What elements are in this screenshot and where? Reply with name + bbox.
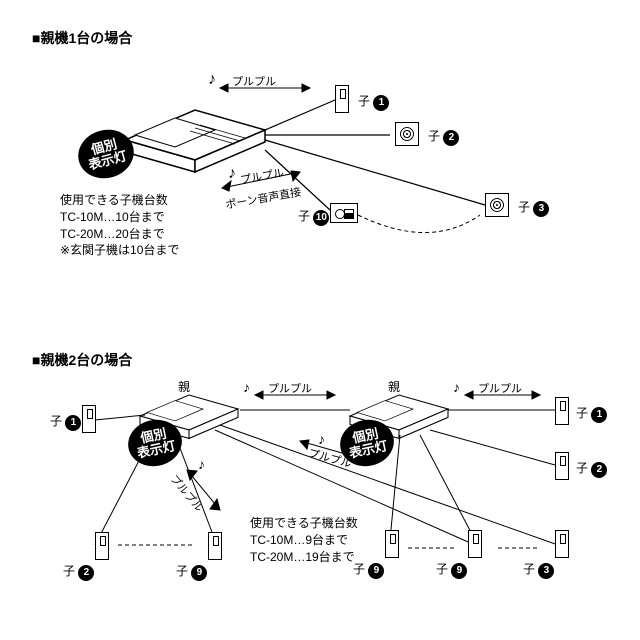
child-2-r9b — [385, 530, 399, 558]
child-unit-1-1 — [335, 85, 349, 113]
child-label-2l2: 子 2 — [63, 562, 94, 581]
child-2-l9 — [208, 532, 222, 560]
child-label-1-10: 子 10 — [298, 207, 329, 226]
badge: 1 — [591, 407, 607, 423]
info-text-1: 使用できる子機台数 TC-10M…10台まで TC-20M…20台まで ※玄関子… — [60, 192, 179, 259]
sound-label-1c: ポーン音声直接 — [224, 183, 302, 212]
badge-3: 3 — [533, 201, 549, 217]
child-2-r9a — [468, 530, 482, 558]
child-2-r3 — [555, 530, 569, 558]
child-2-r2 — [555, 452, 569, 480]
sound-2d: プルプル — [167, 471, 208, 515]
badge-2: 2 — [443, 130, 459, 146]
svg-text:♪: ♪ — [453, 379, 460, 395]
badge: 1 — [65, 415, 81, 431]
badge: 3 — [538, 563, 554, 579]
sound-label-1b: プルプル — [239, 164, 285, 187]
sound-2b: プルプル — [478, 380, 522, 396]
child-label-2r9a: 子 9 — [436, 560, 467, 579]
badge-10: 10 — [313, 210, 329, 226]
child-2-l2 — [95, 532, 109, 560]
child-2-l1 — [82, 405, 96, 433]
child-unit-1-2 — [395, 122, 419, 146]
svg-text:♪: ♪ — [228, 165, 236, 182]
child-label-1-2: 子 2 — [428, 127, 459, 146]
badge: 9 — [191, 565, 207, 581]
child-label-1-1: 子 1 — [358, 92, 389, 111]
badge: 2 — [591, 462, 607, 478]
sound-label-1a: プルプル — [232, 73, 276, 89]
child-label-2r3: 子 3 — [523, 560, 554, 579]
child-2-r1 — [555, 397, 569, 425]
indicator-oval-2a: 個別 表示灯 — [124, 415, 186, 471]
sound-2a: プルプル — [268, 380, 312, 396]
badge-1: 1 — [373, 95, 389, 111]
svg-text:♪: ♪ — [208, 71, 216, 88]
svg-text:♪: ♪ — [243, 379, 250, 395]
child-unit-1-10 — [330, 203, 358, 223]
badge: 9 — [368, 563, 384, 579]
svg-text:♪: ♪ — [198, 456, 205, 472]
parent-label-1: 親 — [178, 378, 190, 395]
indicator-oval-1: 個別 表示灯 — [73, 124, 140, 185]
section1-title: ■親機1台の場合 — [32, 28, 132, 48]
info-text-2: 使用できる子機台数 TC-10M…9台まで TC-20M…19台まで — [250, 515, 358, 565]
child-label-2r1: 子 1 — [576, 404, 607, 423]
badge: 9 — [451, 563, 467, 579]
child-label-2l1: 子 1 — [50, 412, 81, 431]
child-label-2r2: 子 2 — [576, 459, 607, 478]
child-label-2l9: 子 9 — [176, 562, 207, 581]
child-unit-1-3 — [485, 193, 509, 217]
badge: 2 — [78, 565, 94, 581]
child-label-1-3: 子 3 — [518, 198, 549, 217]
svg-text:♪: ♪ — [318, 431, 325, 447]
parent-label-2: 親 — [388, 378, 400, 395]
section2-title: ■親機2台の場合 — [32, 350, 132, 370]
